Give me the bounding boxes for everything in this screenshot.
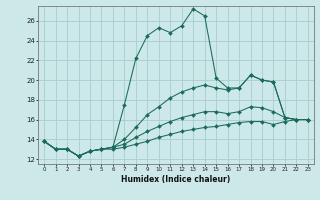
X-axis label: Humidex (Indice chaleur): Humidex (Indice chaleur) xyxy=(121,175,231,184)
